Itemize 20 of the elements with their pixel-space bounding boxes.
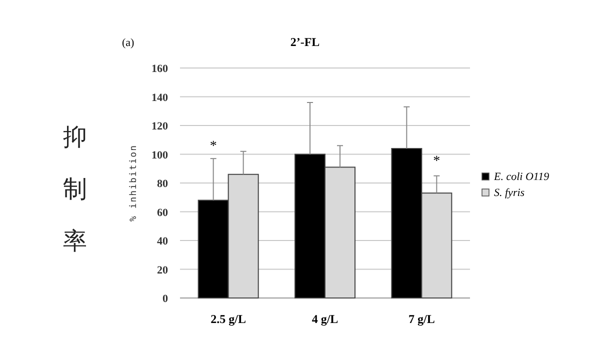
x-tick-label: 2.5 g/L [210, 312, 246, 326]
chart-title: 2’-FL [290, 35, 320, 49]
y-tick-label: 160 [152, 63, 168, 75]
y-tick-label: 100 [152, 149, 168, 162]
x-tick-label: 7 g/L [408, 312, 435, 326]
y-tick-label: 0 [162, 293, 168, 305]
y-axis-title: % inhibition [129, 144, 139, 222]
legend-label: E. coli O119 [493, 171, 550, 183]
legend-label: S. fyris [494, 187, 525, 199]
y-tick-label: 20 [157, 264, 168, 276]
annotation: * [433, 154, 440, 169]
x-tick-label: 4 g/L [312, 312, 338, 326]
y-tick-label: 60 [157, 206, 168, 219]
y-tick-label: 140 [152, 92, 168, 104]
text: 抑制率 [63, 124, 87, 255]
y-tick-label: 80 [157, 178, 168, 190]
annotation: * [210, 139, 217, 154]
y-tick-label: 40 [157, 236, 168, 248]
y-tick-label: 120 [152, 120, 168, 132]
text: (a) [122, 37, 135, 49]
